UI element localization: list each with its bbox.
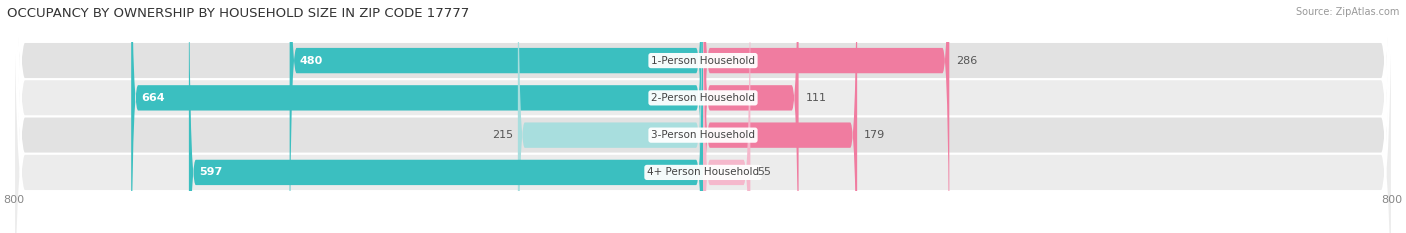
Text: 4+ Person Household: 4+ Person Household bbox=[647, 168, 759, 177]
Text: 664: 664 bbox=[142, 93, 165, 103]
Text: 3-Person Household: 3-Person Household bbox=[651, 130, 755, 140]
Text: 286: 286 bbox=[956, 56, 977, 65]
Text: 480: 480 bbox=[299, 56, 323, 65]
FancyBboxPatch shape bbox=[188, 0, 703, 233]
FancyBboxPatch shape bbox=[14, 0, 1392, 233]
FancyBboxPatch shape bbox=[14, 0, 1392, 233]
FancyBboxPatch shape bbox=[131, 0, 703, 233]
Text: 179: 179 bbox=[865, 130, 886, 140]
Text: 215: 215 bbox=[492, 130, 513, 140]
FancyBboxPatch shape bbox=[290, 0, 703, 233]
Text: 1-Person Household: 1-Person Household bbox=[651, 56, 755, 65]
FancyBboxPatch shape bbox=[703, 0, 949, 233]
Text: 55: 55 bbox=[758, 168, 772, 177]
Text: 111: 111 bbox=[806, 93, 827, 103]
Text: OCCUPANCY BY OWNERSHIP BY HOUSEHOLD SIZE IN ZIP CODE 17777: OCCUPANCY BY OWNERSHIP BY HOUSEHOLD SIZE… bbox=[7, 7, 470, 20]
FancyBboxPatch shape bbox=[703, 0, 858, 233]
Text: 2-Person Household: 2-Person Household bbox=[651, 93, 755, 103]
FancyBboxPatch shape bbox=[703, 0, 799, 233]
FancyBboxPatch shape bbox=[14, 0, 1392, 233]
FancyBboxPatch shape bbox=[703, 0, 751, 233]
FancyBboxPatch shape bbox=[14, 0, 1392, 233]
Text: Source: ZipAtlas.com: Source: ZipAtlas.com bbox=[1295, 7, 1399, 17]
Text: 597: 597 bbox=[200, 168, 222, 177]
FancyBboxPatch shape bbox=[517, 0, 703, 233]
